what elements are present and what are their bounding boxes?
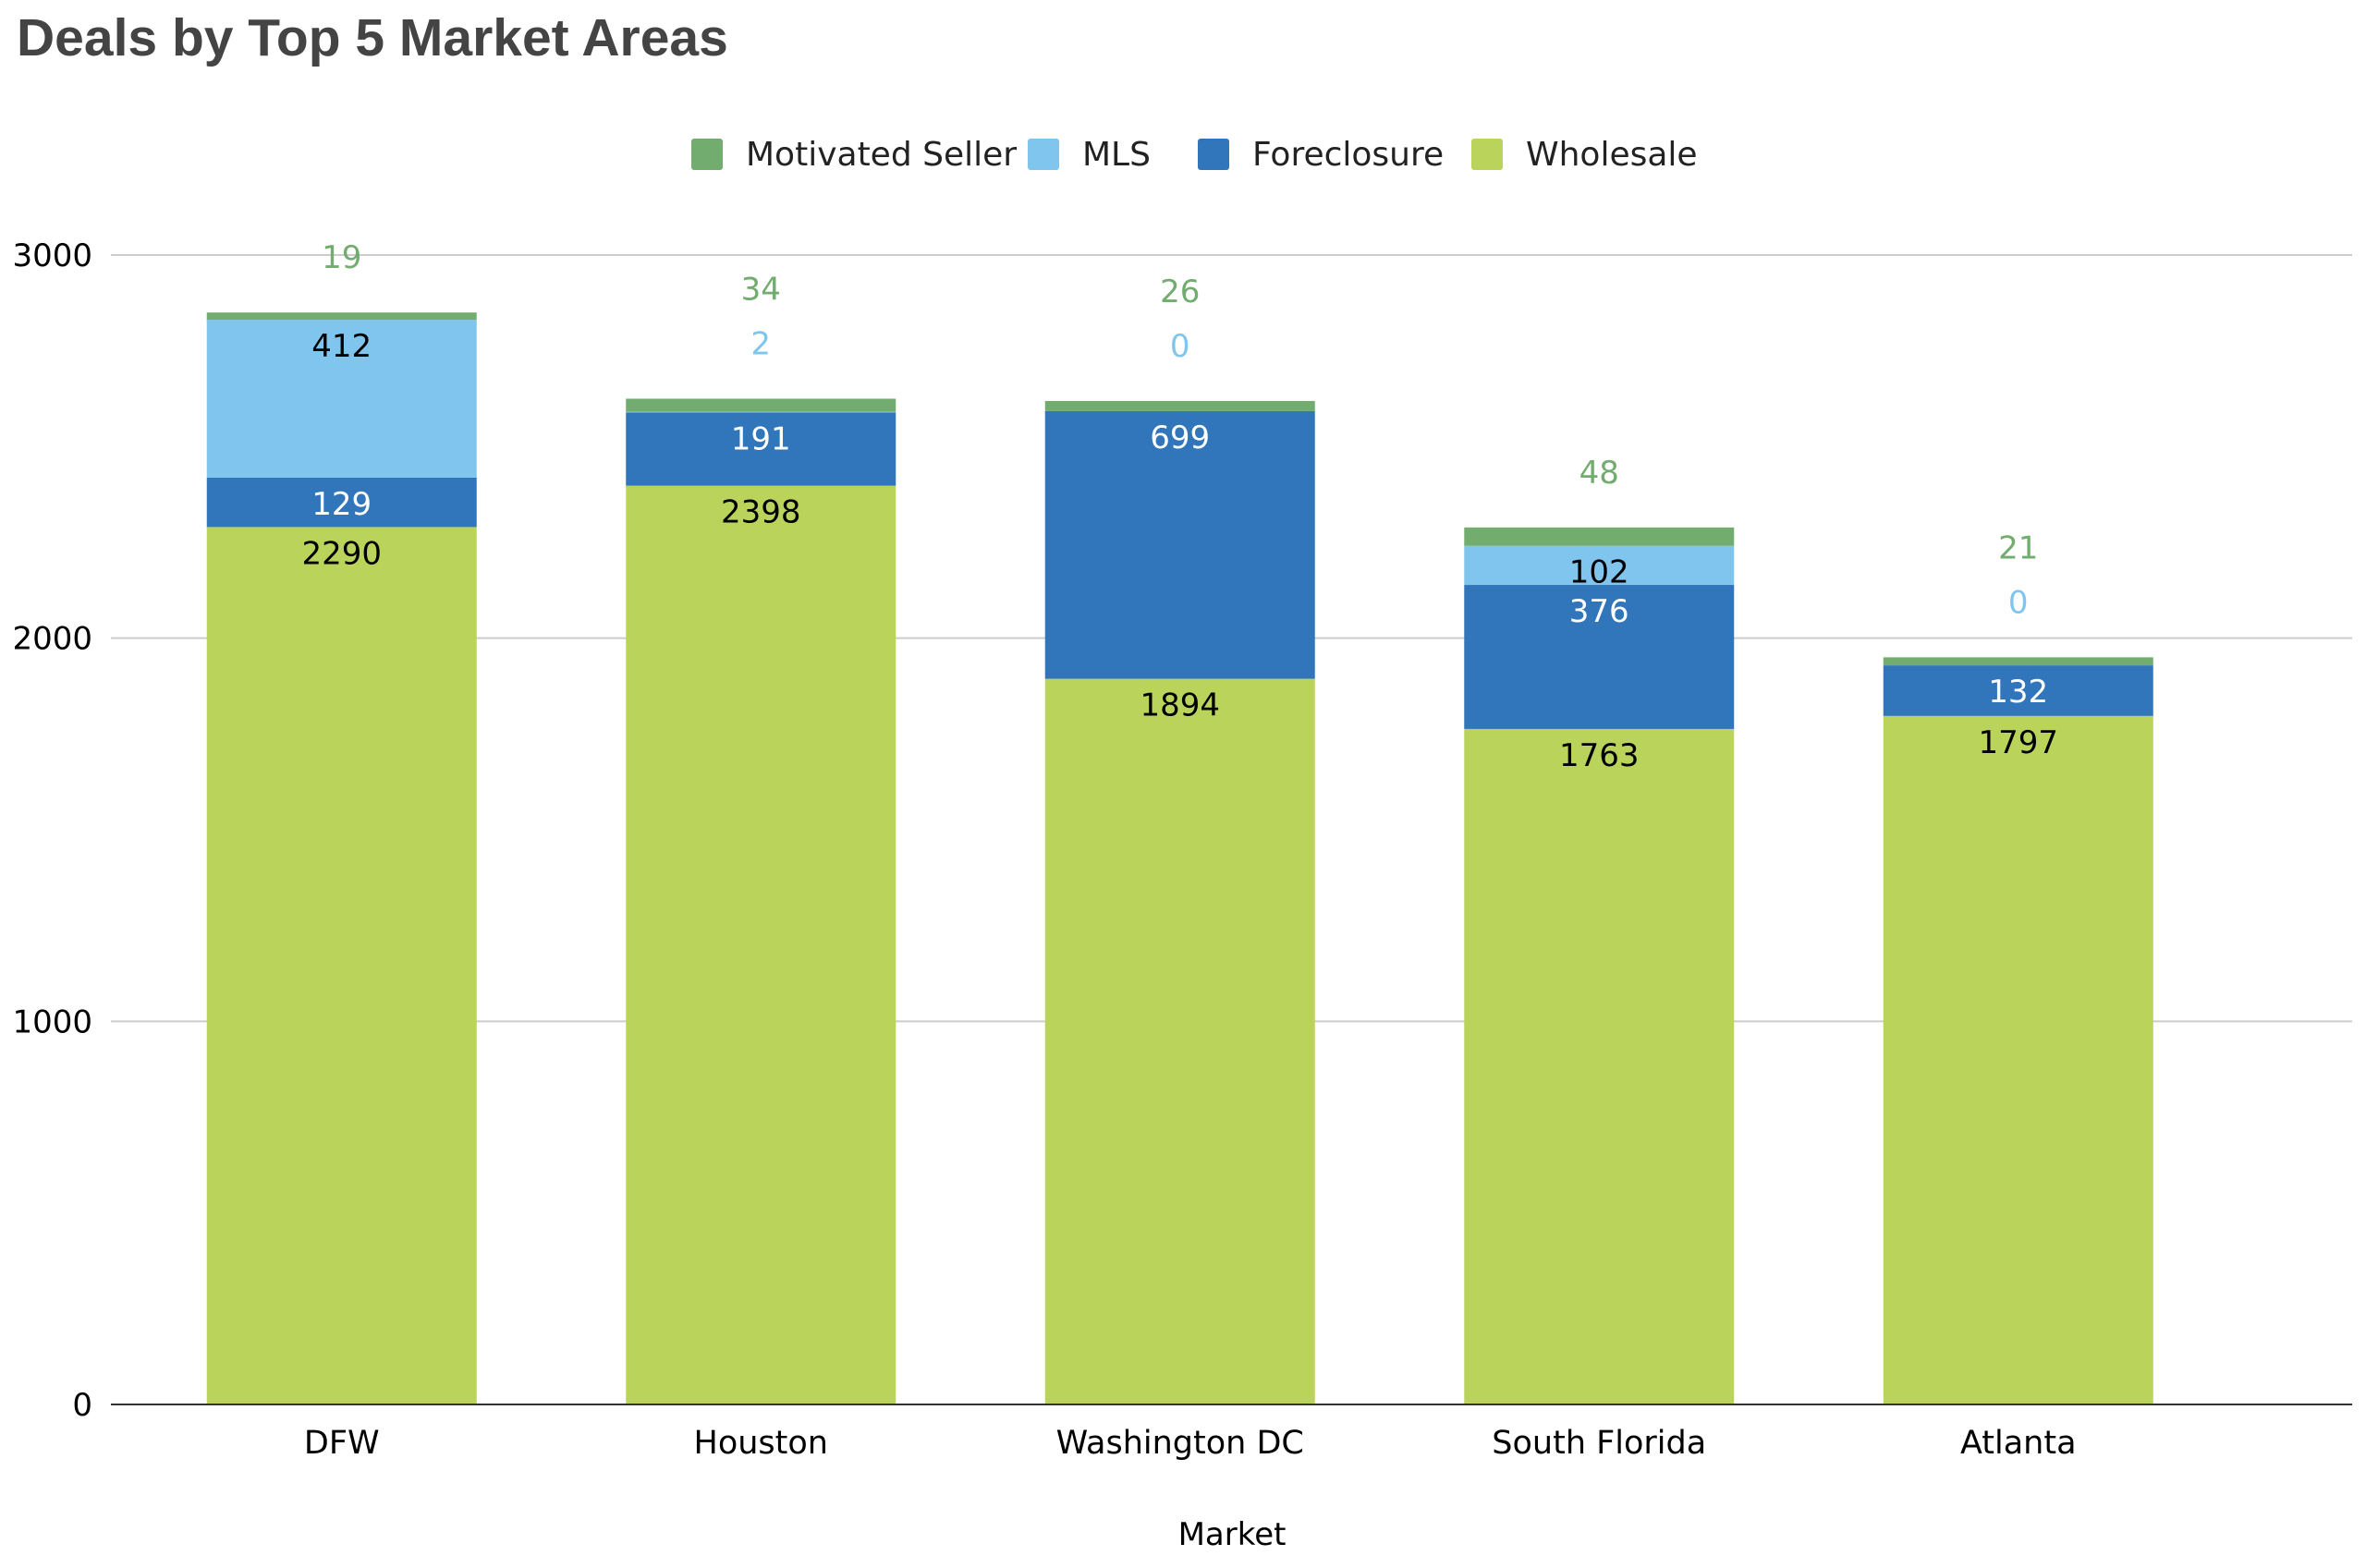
y-tick-label: 0 [72, 1387, 92, 1424]
bar-washington-dc-foreclosure [1044, 410, 1315, 679]
legend-label: Foreclosure [1252, 136, 1444, 174]
legend-item-motivated-seller: Motivated Seller [691, 136, 1017, 174]
bar-south-florida-wholesale [1464, 728, 1735, 1404]
bar-dfw-mls [206, 320, 477, 478]
y-tick-label: 3000 [12, 237, 92, 274]
legend-label: Wholesale [1526, 136, 1698, 174]
bar-dfw-motivated-seller [206, 312, 477, 321]
y-tick-labels: 0 1000 2000 3000 [12, 237, 92, 1424]
data-label-dfw-foreclosure: 129 [311, 486, 372, 523]
legend-label: Motivated Seller [746, 136, 1017, 174]
x-tick-labels: DFW Houston Washington DC South Florida Atla… [304, 1425, 2077, 1462]
x-tick-label-south-florida: South Florida [1492, 1425, 1706, 1462]
data-label-south-florida-wholesale: 1763 [1559, 737, 1640, 774]
legend-label: MLS [1082, 136, 1151, 174]
data-label-washington-dc-mls: 0 [1170, 328, 1190, 365]
data-label-dfw-mls: 412 [311, 328, 372, 365]
data-label-washington-dc-motivated-seller: 26 [1160, 273, 1200, 310]
data-label-dfw-wholesale: 2290 [301, 535, 382, 572]
legend-item-mls: MLS [1028, 136, 1151, 174]
x-tick-label-dfw: DFW [304, 1425, 380, 1462]
chart-title: Deals by Top 5 Market Areas [17, 8, 728, 67]
x-tick-label-houston: Houston [694, 1425, 828, 1462]
legend-swatch [1028, 139, 1059, 170]
bar-houston-mls [626, 411, 896, 413]
data-label-south-florida-foreclosure: 376 [1569, 593, 1629, 630]
x-tick-label-atlanta: Atlanta [1960, 1425, 2077, 1462]
data-label-atlanta-mls: 0 [2008, 584, 2029, 621]
y-tick-label: 1000 [12, 1003, 92, 1040]
bar-houston-motivated-seller [626, 398, 896, 412]
data-label-houston-motivated-seller: 34 [741, 272, 781, 309]
bar-atlanta-wholesale [1883, 715, 2153, 1404]
data-labels: 2290129412192398191234189469902617633761… [301, 239, 2058, 774]
data-label-houston-foreclosure: 191 [731, 420, 791, 457]
bar-south-florida-mls [1464, 545, 1735, 586]
legend-swatch [691, 139, 723, 170]
data-label-atlanta-foreclosure: 132 [1988, 674, 2048, 711]
legend-item-foreclosure: Foreclosure [1198, 136, 1444, 174]
data-label-houston-wholesale: 2398 [721, 494, 801, 531]
bar-south-florida-motivated-seller [1464, 527, 1735, 546]
bar-washington-dc-motivated-seller [1044, 400, 1315, 411]
data-label-washington-dc-wholesale: 1894 [1140, 687, 1220, 724]
bar-atlanta-foreclosure [1883, 665, 2153, 716]
data-label-dfw-motivated-seller: 19 [322, 239, 361, 276]
data-label-south-florida-mls: 102 [1569, 554, 1629, 591]
bar-south-florida-foreclosure [1464, 585, 1735, 729]
data-label-washington-dc-foreclosure: 699 [1150, 419, 1210, 456]
x-axis-title: Market [1178, 1516, 1287, 1553]
bar-washington-dc-wholesale [1044, 678, 1315, 1404]
y-tick-label: 2000 [12, 621, 92, 658]
bar-houston-foreclosure [626, 412, 896, 486]
legend-swatch [1471, 139, 1503, 170]
bar-houston-wholesale [626, 485, 896, 1404]
legend: Motivated Seller MLS Foreclosure Wholesale [691, 136, 1698, 174]
bars [206, 312, 2153, 1404]
bar-dfw-wholesale [206, 527, 477, 1404]
legend-item-wholesale: Wholesale [1471, 136, 1698, 174]
legend-swatch [1198, 139, 1229, 170]
data-label-houston-mls: 2 [750, 326, 771, 363]
data-label-south-florida-motivated-seller: 48 [1579, 455, 1619, 492]
bar-dfw-foreclosure [206, 477, 477, 528]
bar-atlanta-motivated-seller [1883, 657, 2153, 666]
data-label-atlanta-motivated-seller: 21 [1998, 529, 2038, 566]
data-label-atlanta-wholesale: 1797 [1978, 724, 2058, 761]
x-tick-label-washington-dc: Washington DC [1056, 1425, 1304, 1462]
